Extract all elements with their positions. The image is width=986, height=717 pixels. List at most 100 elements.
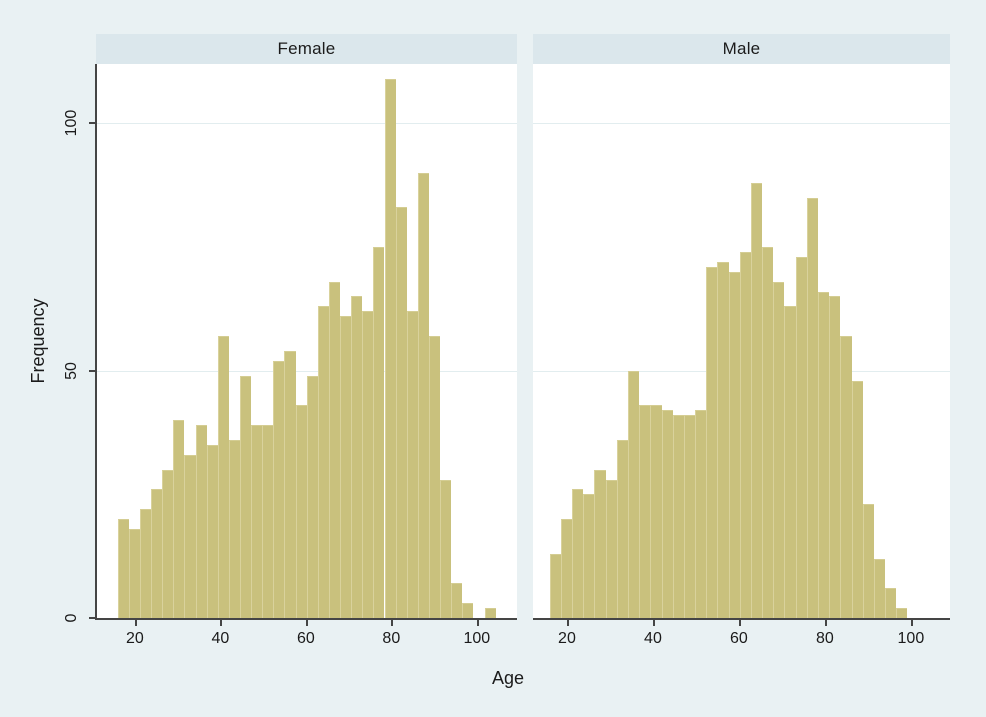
histogram-bar: [605, 479, 617, 618]
facet-title-male: Male: [533, 34, 950, 64]
histogram-bar: [140, 509, 152, 618]
x-tick-label-80: 80: [815, 630, 834, 647]
facet-title-male-label: Male: [722, 39, 761, 58]
histogram-bar: [295, 405, 307, 618]
histogram-bar: [462, 603, 474, 618]
x-tick-label-60: 60: [730, 630, 748, 647]
x-tick-20: [134, 620, 137, 626]
histogram-bar: [784, 306, 796, 618]
histogram-bar: [284, 350, 296, 618]
histogram-bar: [717, 261, 729, 618]
x-tick-80: [824, 620, 827, 626]
x-tick-100: [910, 620, 913, 626]
x-tick-label-20: 20: [125, 630, 144, 647]
y-tick-50: [89, 369, 95, 372]
x-tick-label-100: 100: [897, 630, 925, 647]
gridline-y-100: [96, 123, 517, 125]
histogram-bar: [728, 271, 740, 618]
plot-area-female: [96, 64, 517, 618]
histogram-bar: [851, 380, 863, 618]
histogram-bar: [484, 608, 496, 618]
y-tick-label-50: 50: [63, 361, 80, 380]
x-tick-60: [305, 620, 308, 626]
histogram-bar: [628, 370, 640, 618]
histogram-bar: [395, 207, 407, 618]
x-tick-40: [652, 620, 655, 626]
histogram-bar: [317, 306, 329, 618]
histogram-bar: [328, 281, 341, 618]
histogram-bar: [373, 247, 385, 618]
x-tick-label-100: 100: [463, 630, 491, 647]
x-tick-label-20: 20: [558, 630, 576, 647]
plot-area-male: [533, 64, 950, 618]
histogram-bar: [583, 494, 595, 618]
histogram-bar: [750, 182, 763, 618]
histogram-bar: [885, 588, 897, 618]
x-axis-title: Age: [491, 668, 525, 688]
histogram-bar: [896, 608, 908, 618]
histogram-bar: [873, 558, 886, 618]
histogram-bar: [706, 266, 718, 618]
histogram-bar: [162, 469, 174, 618]
histogram-bar: [862, 504, 874, 618]
y-axis-title: Frequency: [28, 298, 48, 384]
x-tick-label-60: 60: [296, 630, 315, 647]
histogram-bar: [251, 425, 263, 618]
histogram-bar: [762, 247, 774, 618]
histogram-bar: [549, 553, 561, 618]
histogram-bar: [417, 172, 429, 618]
y-tick-label-0: 0: [63, 613, 80, 623]
histogram-bar: [217, 336, 229, 618]
histogram-bar: [340, 316, 352, 618]
facet-title-female: Female: [96, 34, 517, 64]
histogram-bar: [672, 415, 684, 618]
histogram-bar: [195, 425, 207, 618]
histogram-bar: [594, 469, 606, 618]
histogram-bar: [306, 375, 318, 618]
y-tick-0: [89, 617, 95, 619]
histogram-bar: [840, 336, 852, 618]
histogram-bar: [240, 375, 252, 618]
histogram-bar: [228, 439, 241, 618]
x-axis-line-female: [96, 618, 517, 620]
histogram-bar: [650, 405, 662, 618]
histogram-bar: [818, 291, 830, 618]
histogram-bar: [739, 251, 751, 618]
histogram-bar: [806, 197, 819, 618]
facet-title-female-label: Female: [277, 39, 336, 58]
histogram-bar: [616, 439, 628, 618]
histogram-bar: [795, 256, 807, 618]
x-tick-label-40: 40: [644, 630, 662, 647]
histogram-bar: [639, 405, 651, 618]
histogram-bar: [262, 425, 274, 618]
x-tick-label-40: 40: [211, 630, 230, 647]
x-tick-20: [566, 620, 569, 626]
y-axis-line: [95, 64, 97, 620]
histogram-bar: [440, 479, 452, 618]
histogram-bar: [273, 360, 285, 618]
histogram-bar: [351, 296, 363, 618]
histogram-bar: [683, 415, 696, 618]
histogram-bar: [128, 528, 141, 618]
histogram-bar: [384, 78, 396, 618]
histogram-bar: [362, 311, 374, 618]
y-tick-label-100: 100: [63, 110, 80, 137]
histogram-bar: [661, 410, 673, 618]
histogram-bar: [773, 281, 785, 618]
x-tick-40: [220, 620, 223, 626]
histogram-bar: [184, 454, 196, 618]
x-tick-100: [476, 620, 479, 626]
x-tick-80: [391, 620, 394, 626]
histogram-bar: [695, 410, 707, 618]
histogram-bar: [117, 519, 129, 618]
x-tick-label-80: 80: [382, 630, 401, 647]
histogram-bar: [560, 519, 573, 618]
histogram-bar: [572, 489, 584, 618]
histogram-bar: [829, 296, 841, 618]
histogram-bar: [206, 444, 218, 618]
x-axis-line-male: [533, 618, 950, 620]
gridline-y-50: [96, 370, 517, 372]
histogram-bar: [428, 336, 441, 618]
histogram-bar: [406, 311, 418, 618]
